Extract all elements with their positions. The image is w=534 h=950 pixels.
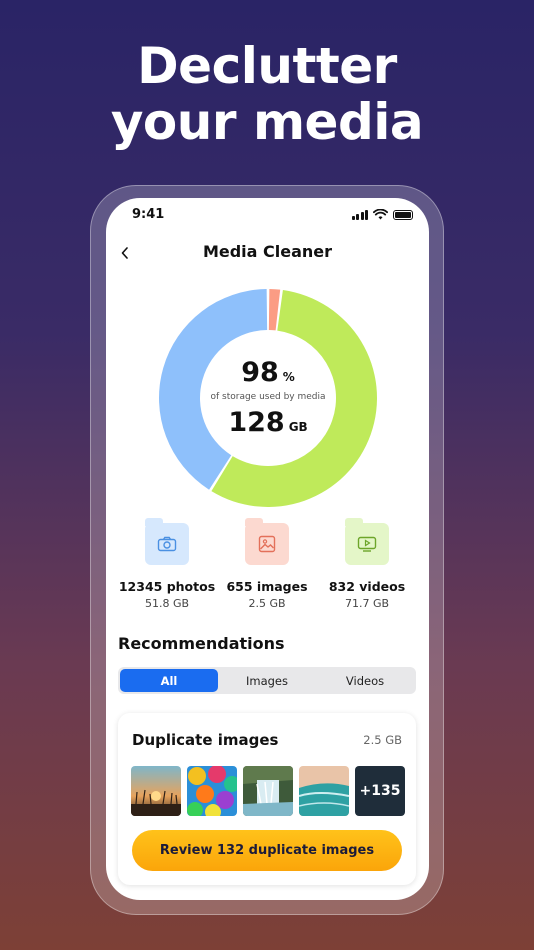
videos-count: 832 videos — [328, 579, 406, 594]
images-folder-icon — [245, 518, 289, 565]
storage-total-row: 128 GB — [228, 408, 307, 438]
chevron-left-icon — [121, 247, 128, 259]
card-size: 2.5 GB — [363, 733, 402, 747]
signal-icon — [351, 210, 368, 220]
stat-photos[interactable]: 12345 photos 51.8 GB — [112, 518, 222, 610]
photos-folder-icon — [145, 518, 189, 565]
recommendations-title: Recommendations — [118, 634, 285, 653]
waterfall-image — [243, 766, 293, 816]
thumbnail-more[interactable]: +135 — [355, 766, 405, 816]
storage-percent-unit: % — [282, 370, 295, 384]
status-icons — [351, 209, 413, 220]
card-title: Duplicate images — [132, 731, 279, 749]
thumbnail-sunset[interactable] — [131, 766, 181, 816]
donut-slice-photos — [159, 289, 268, 490]
thumbnail-beach[interactable] — [299, 766, 349, 816]
donut-center: 98% of storage used by media 128 GB — [159, 289, 377, 507]
camera-icon — [157, 536, 177, 552]
battery-icon — [393, 210, 413, 220]
images-size: 2.5 GB — [248, 597, 286, 610]
play-icon — [357, 536, 377, 552]
nav-bar: Media Cleaner — [106, 238, 429, 268]
status-time: 9:41 — [132, 207, 165, 222]
photos-size: 51.8 GB — [144, 597, 190, 610]
tab-all[interactable]: All — [120, 669, 218, 692]
storage-total-unit: GB — [288, 420, 308, 434]
stat-images[interactable]: 655 images 2.5 GB — [212, 518, 322, 610]
headline-line-1: Declutter — [137, 37, 397, 95]
thumbnail-waterfall[interactable] — [243, 766, 293, 816]
beach-image — [299, 766, 349, 816]
storage-caption: of storage used by media — [210, 392, 326, 402]
storage-total-value: 128 — [228, 407, 285, 438]
storage-donut-chart: 98% of storage used by media 128 GB — [159, 289, 377, 507]
status-bar: 9:41 — [106, 198, 429, 232]
image-icon — [258, 535, 276, 553]
phone-screen: 9:41 Media Cleaner 98% of stor — [106, 198, 429, 900]
headline: Declutter your media — [0, 38, 534, 150]
thumbnail-row: +135 — [131, 766, 405, 816]
storage-percent-row: 98% — [241, 358, 295, 388]
thumbnail-umbrellas[interactable] — [187, 766, 237, 816]
tab-images[interactable]: Images — [245, 673, 288, 688]
images-count: 655 images — [226, 579, 308, 594]
recommendations-tabs: All Images Videos — [118, 667, 416, 694]
videos-folder-icon — [345, 518, 389, 565]
review-duplicates-button[interactable]: Review 132 duplicate images — [132, 830, 402, 871]
headline-line-2: your media — [110, 93, 424, 151]
photos-count: 12345 photos — [118, 579, 216, 594]
videos-size: 71.7 GB — [344, 597, 390, 610]
donut-slice-images — [268, 289, 281, 331]
donut-svg — [159, 289, 377, 507]
sunset-image — [131, 766, 181, 816]
duplicate-images-card: Duplicate images 2.5 GB — [118, 713, 416, 885]
page-title: Media Cleaner — [202, 242, 333, 261]
wifi-icon — [373, 209, 388, 220]
stat-videos[interactable]: 832 videos 71.7 GB — [312, 518, 422, 610]
storage-percent-value: 98 — [241, 357, 279, 388]
media-stats: 12345 photos 51.8 GB 655 images 2.5 GB — [106, 518, 429, 613]
back-button[interactable] — [114, 242, 136, 264]
umbrellas-image — [187, 766, 237, 816]
more-count: +135 — [359, 783, 401, 799]
tab-videos[interactable]: Videos — [345, 673, 385, 688]
donut-slice-videos — [211, 290, 377, 507]
